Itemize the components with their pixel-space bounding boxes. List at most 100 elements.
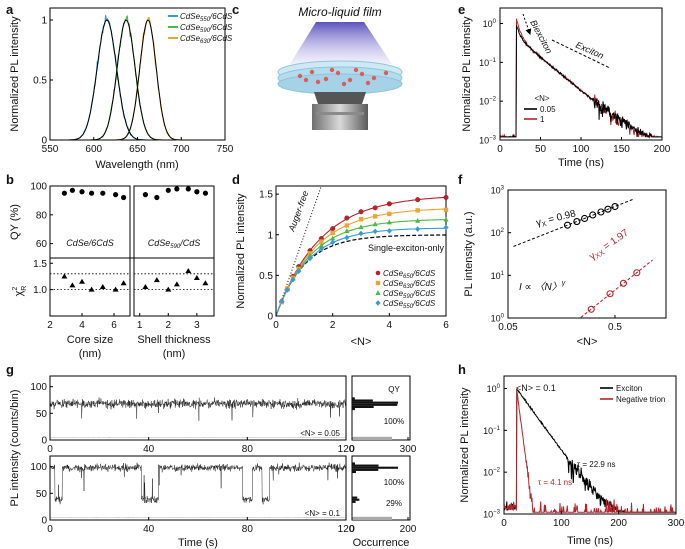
point-CdSe550/6CdS xyxy=(344,234,350,241)
histogram-bar xyxy=(352,401,398,404)
histogram-bar xyxy=(352,464,379,467)
qy-point xyxy=(89,190,95,196)
histogram-background-bar xyxy=(352,436,392,440)
panel-e-frame xyxy=(499,7,663,141)
point-CdSe550/6CdS xyxy=(279,298,285,305)
panel-f-x-ticklabel: 0.05 xyxy=(498,322,518,333)
point-exciton xyxy=(597,208,605,216)
panel-e-x-ticklabel: 150 xyxy=(613,144,630,155)
point-CdSe550/6CdS xyxy=(358,230,364,237)
qy-point xyxy=(69,187,75,193)
panel-h-legend-title: <N> = 0.1 xyxy=(516,383,556,393)
panel-g-y0-ticklabel: 0 xyxy=(41,436,47,447)
panel-b-right-xlabel-2: (nm) xyxy=(163,348,186,360)
qy-point xyxy=(165,187,171,193)
point-CdSe650/6CdS xyxy=(358,209,364,215)
panel-g-x0-ticklabel: 40 xyxy=(143,444,155,455)
nanocrystal-dot xyxy=(329,67,335,73)
glass-slide xyxy=(277,73,403,95)
nanocrystal-dot xyxy=(303,77,309,83)
panel-g-bottom-hist-label-2: 29% xyxy=(386,499,402,508)
panel-b-qy-ticklabel: 60 xyxy=(36,239,48,250)
panel-g-y0-ticklabel: 50 xyxy=(36,409,48,420)
panel-a-y-ticklabel: 1 xyxy=(41,16,47,27)
panel-h-x-ticklabel: 0 xyxy=(501,518,507,529)
panel-g-y1-ticklabel: 0 xyxy=(41,516,47,527)
qy-point xyxy=(79,189,85,195)
nanocrystal-dot xyxy=(341,81,347,87)
panel-g-x0-ticklabel: 0 xyxy=(47,444,53,455)
panel-b-right-frame xyxy=(133,185,215,317)
panel-b-left-x-ticklabel: 4 xyxy=(79,320,85,331)
point-CdSe630/6CdS xyxy=(387,211,392,217)
point-exciton xyxy=(589,211,597,219)
chi-point xyxy=(99,284,106,289)
qy-point xyxy=(61,190,67,196)
intensity-trace xyxy=(49,462,346,505)
point-CdSe630/6CdS xyxy=(372,214,378,219)
qy-point xyxy=(174,186,180,192)
chi-point xyxy=(185,268,192,274)
single-exciton-curve xyxy=(275,234,446,317)
panel-h-x-ticklabel: 200 xyxy=(610,518,627,529)
point-CdSe630/6CdS xyxy=(319,239,324,244)
panel-d-ylabel: Normalized PL intensity xyxy=(235,193,247,309)
panel-b-left-xlabel-2: (nm) xyxy=(79,348,102,360)
point-biexciton xyxy=(587,305,595,313)
panel-d-annotation-single: Single-exciton-only xyxy=(368,243,445,253)
panel-h-x-ticklabel: 100 xyxy=(553,518,570,529)
panel-f-chart: 0.05 0.5 100 101 102 103 γX = 0.98 γXX = 1.97… xyxy=(463,186,667,348)
chi-point xyxy=(165,286,172,292)
point-exciton xyxy=(573,218,581,226)
point-CdSe550/6CdS xyxy=(443,224,449,231)
panel-d-frame xyxy=(275,185,447,317)
legend-label-CdSe590/6CdS: CdSe590/6CdS xyxy=(180,23,233,34)
histogram-bar xyxy=(352,399,373,402)
panel-g-x0-ticklabel: 80 xyxy=(242,444,254,455)
point-CdSe550/6CdS xyxy=(372,228,378,235)
panel-f-gamma-xx: γXX = 1.97 xyxy=(587,227,631,263)
panel-d-y-ticklabel: 0.5 xyxy=(259,271,273,282)
histogram-bar xyxy=(352,403,398,406)
panel-b-right-title: CdSe590/CdS xyxy=(148,238,201,250)
point-CdSe650/6CdS xyxy=(330,226,336,232)
point-CdSe650/6CdS xyxy=(443,194,449,200)
legend-label-0.05: 0.05 xyxy=(540,105,556,114)
legend-label-CdSe590/6CdS: CdSe590/6CdS xyxy=(383,289,436,300)
legend-label-CdSe630/6CdS: CdSe630/6CdS xyxy=(383,279,436,290)
panel-label-g: g xyxy=(6,362,14,377)
legend-marker-CdSe590/6CdS xyxy=(375,290,381,295)
point-CdSe590/6CdS xyxy=(358,224,364,230)
qy-point xyxy=(113,192,119,198)
panel-label-f: f xyxy=(458,172,463,187)
point-CdSe590/6CdS xyxy=(330,235,336,241)
decay-curve-Negative trion xyxy=(503,389,676,515)
panel-f-x-ticklabel: 0.5 xyxy=(608,322,622,333)
panel-g-bottom-trace-label: <N> = 0.1 xyxy=(305,509,341,518)
panel-g-x1-ticklabel: 120 xyxy=(338,524,355,535)
panel-f-y-ticklabel: 100 xyxy=(491,314,505,324)
background-trace xyxy=(49,516,346,519)
panel-b-qy-ticklabel: 100 xyxy=(30,182,47,193)
nanocrystal-dot xyxy=(323,76,329,82)
panel-g-xlabel: Time (s) xyxy=(178,537,218,549)
panel-d-y-ticklabel: 0 xyxy=(267,312,273,323)
panel-h-y-ticklabel: 100 xyxy=(487,384,501,394)
panel-label-d: d xyxy=(232,172,240,187)
panel-h-tau-exciton: τ = 22.9 ns xyxy=(577,460,616,469)
panel-g-bottom-hist-label-1: 100% xyxy=(384,478,404,487)
panel-b-chi-ticklabel: 1.0 xyxy=(33,285,47,296)
panel-f-y-ticklabel: 102 xyxy=(491,228,505,238)
point-CdSe550/6CdS xyxy=(318,246,324,252)
legend-label-Exciton: Exciton xyxy=(616,384,642,393)
panel-b-right-x-ticklabel: 3 xyxy=(194,320,200,331)
histogram-bar xyxy=(352,462,355,465)
panel-c-schematic: Micro-liquid film xyxy=(277,5,403,130)
point-CdSe550/6CdS xyxy=(290,276,296,283)
decay-curve-0.05 xyxy=(500,25,662,139)
panel-e-ylabel: Normalized PL intensity xyxy=(461,16,473,132)
chi-point xyxy=(142,284,149,289)
point-CdSe550/6CdS xyxy=(296,268,302,275)
qy-point xyxy=(100,190,106,196)
legend-label-Negative trion: Negative trion xyxy=(616,395,665,404)
